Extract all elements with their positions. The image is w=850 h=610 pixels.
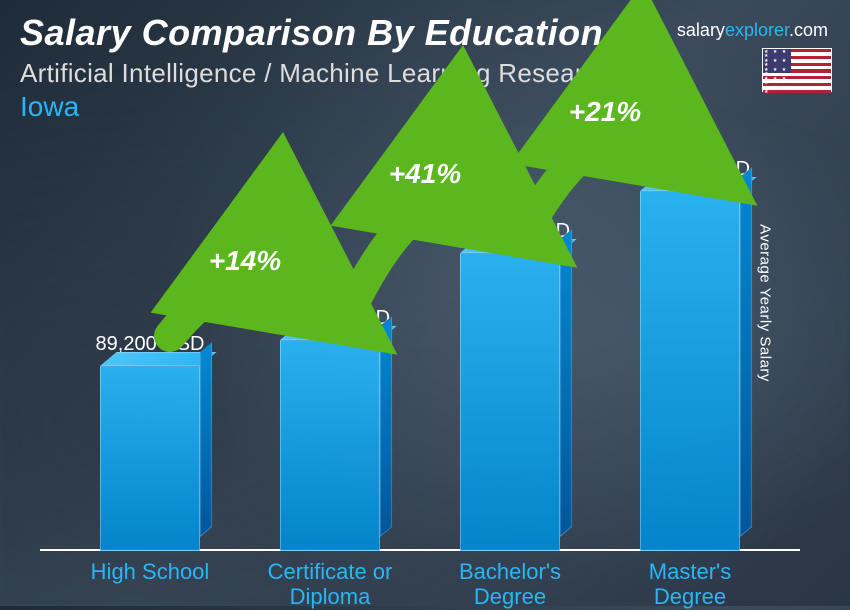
bar — [100, 366, 200, 551]
bar-group: 89,200 USD High School — [60, 333, 240, 551]
brand-prefix: salary — [677, 20, 725, 40]
salary-chart: 89,200 USD High School 102,000 USD Certi… — [60, 150, 780, 551]
bar-label: Master'sDegree — [600, 559, 780, 610]
bar-group: 102,000 USD Certificate orDiploma — [240, 307, 420, 551]
page-subtitle: Artificial Intelligence / Machine Learni… — [20, 58, 830, 89]
brand-suffix: .com — [789, 20, 828, 40]
bar-group: 174,000 USD Master'sDegree — [600, 158, 780, 551]
brand-label: salaryexplorer.com — [677, 20, 828, 41]
bar — [280, 340, 380, 551]
location-label: Iowa — [20, 91, 830, 123]
bar — [460, 253, 560, 551]
bar-label: Certificate orDiploma — [240, 559, 420, 610]
flag-icon: ★ ★ ★ ★ ★ ★ ★ ★ ★ ★ ★ ★ ★ ★ ★ ★ ★ ★ ★ ★ — [762, 48, 832, 92]
bar-label: High School — [60, 559, 240, 584]
bars-container: 89,200 USD High School 102,000 USD Certi… — [60, 150, 780, 551]
bar-group: 144,000 USD Bachelor'sDegree — [420, 220, 600, 551]
brand-accent: explorer — [725, 20, 789, 40]
bar-label: Bachelor'sDegree — [420, 559, 600, 610]
bar — [640, 191, 740, 551]
